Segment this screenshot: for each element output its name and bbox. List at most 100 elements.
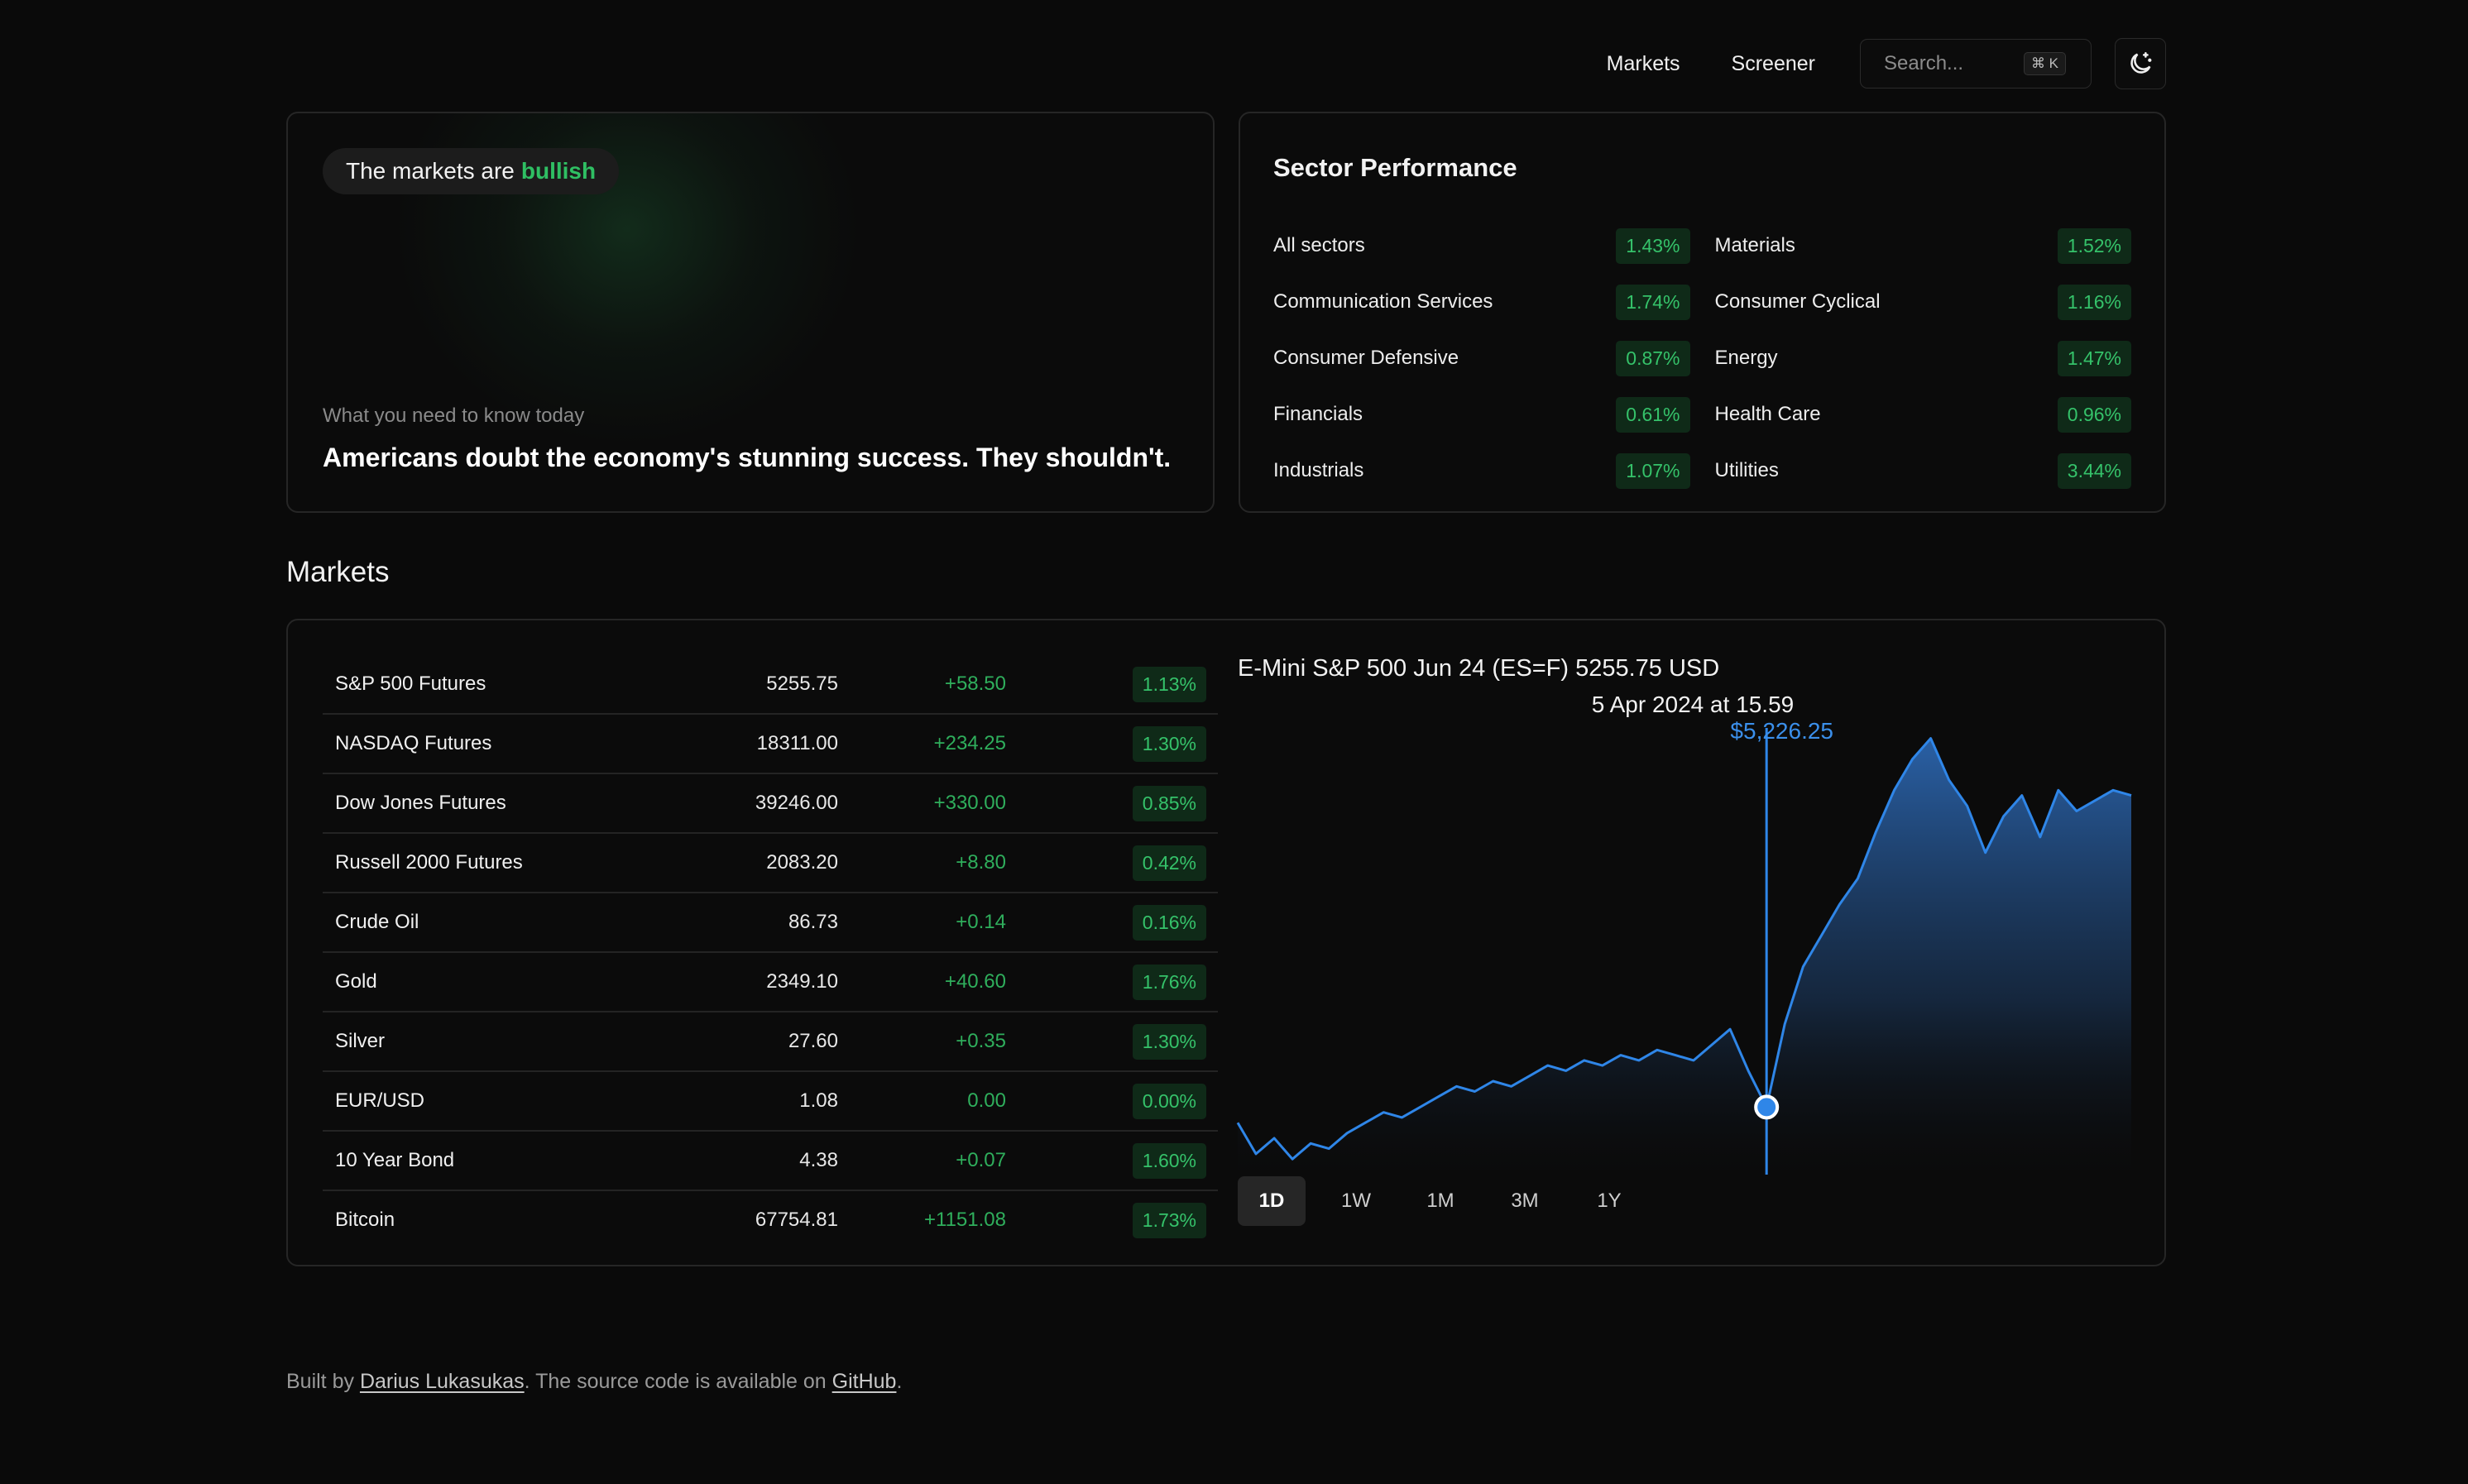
instrument-pct-badge: 1.60% bbox=[1132, 1142, 1206, 1179]
sector-name: Financials bbox=[1273, 403, 1363, 425]
sector-name: Industrials bbox=[1273, 459, 1364, 481]
table-row[interactable]: Silver 27.60 +0.35 1.30% bbox=[323, 1012, 1218, 1072]
instrument-change: +0.07 bbox=[956, 1149, 1006, 1171]
instrument-price: 2083.20 bbox=[766, 851, 838, 874]
moon-stars-icon bbox=[2130, 51, 2152, 74]
instrument-change: +1151.08 bbox=[924, 1209, 1006, 1231]
sector-row[interactable]: Health Care 0.96% bbox=[1715, 386, 2131, 443]
market-sentiment-pill: The markets are bullish bbox=[323, 148, 620, 194]
instrument-pct-badge: 0.42% bbox=[1132, 845, 1206, 881]
chart-hover-value: $5,226.25 bbox=[1730, 718, 1833, 744]
table-row[interactable]: Russell 2000 Futures 2083.20 +8.80 0.42% bbox=[323, 834, 1218, 893]
sector-pct-badge: 0.96% bbox=[2057, 396, 2131, 433]
search-placeholder: Search... bbox=[1884, 52, 1964, 74]
instrument-pct-badge: 1.13% bbox=[1132, 666, 1206, 702]
instrument-price: 2349.10 bbox=[766, 970, 838, 993]
news-card: The markets are bullish What you need to… bbox=[286, 112, 1215, 513]
instrument-pct-badge: 1.76% bbox=[1132, 964, 1206, 1000]
chart-hover-point[interactable] bbox=[1754, 1094, 1780, 1120]
sector-name: Consumer Defensive bbox=[1273, 347, 1459, 369]
table-row[interactable]: Bitcoin 67754.81 +1151.08 1.73% bbox=[323, 1191, 1218, 1249]
chart-title: E-Mini S&P 500 Jun 24 (ES=F) 5255.75 USD bbox=[1238, 655, 1720, 682]
sector-pct-badge: 1.74% bbox=[1616, 284, 1690, 320]
instrument-name: Bitcoin bbox=[335, 1209, 395, 1231]
instrument-name: S&P 500 Futures bbox=[335, 673, 486, 695]
instrument-name: NASDAQ Futures bbox=[335, 732, 492, 754]
sector-row[interactable]: Energy 1.47% bbox=[1714, 330, 2131, 386]
chart-hover-date: 5 Apr 2024 at 15.59 bbox=[1591, 692, 1795, 717]
instrument-name: 10 Year Bond bbox=[335, 1149, 455, 1171]
instrument-change: +0.35 bbox=[956, 1030, 1006, 1052]
sector-row[interactable]: Utilities 3.44% bbox=[1715, 443, 2131, 499]
range-tab-3m[interactable]: 3M bbox=[1511, 1190, 1539, 1212]
news-headline[interactable]: Americans doubt the economy's stunning s… bbox=[323, 443, 1172, 472]
markets-table: S&P 500 Futures 5255.75 +58.50 1.13% NAS… bbox=[323, 655, 1218, 1249]
instrument-name: Gold bbox=[335, 970, 377, 993]
instrument-price: 5255.75 bbox=[766, 673, 838, 695]
table-row[interactable]: EUR/USD 1.08 0.00 0.00% bbox=[323, 1072, 1218, 1132]
sector-row[interactable]: Materials 1.52% bbox=[1715, 218, 2131, 274]
table-row[interactable]: Crude Oil 86.73 +0.14 0.16% bbox=[323, 893, 1218, 953]
sector-row[interactable]: Industrials 1.07% bbox=[1273, 443, 1690, 499]
sentiment-word: bullish bbox=[520, 158, 597, 184]
instrument-change: 0.00 bbox=[967, 1089, 1006, 1112]
instrument-price: 86.73 bbox=[788, 911, 838, 933]
sector-name: Energy bbox=[1714, 347, 1778, 369]
price-chart: E-Mini S&P 500 Jun 24 (ES=F) 5255.75 USD… bbox=[1236, 645, 2132, 1241]
sector-name: All sectors bbox=[1273, 234, 1365, 256]
chart-area-fill bbox=[1238, 738, 2131, 1175]
instrument-price: 39246.00 bbox=[755, 792, 838, 814]
instrument-change: +330.00 bbox=[933, 792, 1006, 814]
sector-row[interactable]: All sectors 1.43% bbox=[1273, 218, 1690, 274]
sector-pct-badge: 0.61% bbox=[1616, 396, 1690, 433]
instrument-price: 18311.00 bbox=[756, 732, 838, 754]
instrument-name: Silver bbox=[335, 1030, 386, 1052]
instrument-name: Russell 2000 Futures bbox=[335, 851, 523, 874]
theme-toggle-button[interactable] bbox=[2115, 38, 2166, 89]
sector-list: All sectors 1.43% Materials 1.52% Commun… bbox=[1273, 218, 2131, 499]
instrument-change: +58.50 bbox=[944, 673, 1006, 695]
table-row[interactable]: Dow Jones Futures 39246.00 +330.00 0.85% bbox=[323, 774, 1218, 834]
instrument-price: 67754.81 bbox=[755, 1209, 838, 1231]
sector-row[interactable]: Consumer Cyclical 1.16% bbox=[1714, 274, 2131, 330]
instrument-name: Dow Jones Futures bbox=[335, 792, 506, 814]
range-tab-1y[interactable]: 1Y bbox=[1597, 1190, 1622, 1212]
news-label: What you need to know today bbox=[323, 405, 585, 427]
author-link[interactable]: Darius Lukasukas bbox=[359, 1370, 525, 1393]
instrument-pct-badge: 0.00% bbox=[1132, 1083, 1206, 1119]
sector-pct-badge: 1.47% bbox=[2057, 340, 2131, 376]
search-input[interactable]: Search... ⌘ K bbox=[1860, 39, 2092, 89]
footer-prefix: Built by bbox=[286, 1370, 354, 1393]
sector-row[interactable]: Communication Services 1.74% bbox=[1273, 274, 1690, 330]
instrument-pct-badge: 1.30% bbox=[1132, 1023, 1206, 1060]
table-row[interactable]: S&P 500 Futures 5255.75 +58.50 1.13% bbox=[323, 655, 1218, 715]
sector-performance-title: Sector Performance bbox=[1273, 153, 1517, 182]
top-nav: Markets Screener Search... ⌘ K bbox=[1607, 38, 2166, 89]
table-row[interactable]: 10 Year Bond 4.38 +0.07 1.60% bbox=[323, 1132, 1218, 1191]
search-shortcut-badge: ⌘ K bbox=[2023, 52, 2066, 75]
instrument-pct-badge: 1.73% bbox=[1132, 1202, 1206, 1238]
chart-area[interactable] bbox=[1236, 728, 2132, 1175]
instrument-price: 4.38 bbox=[799, 1149, 838, 1171]
sector-name: Consumer Cyclical bbox=[1714, 290, 1881, 313]
table-row[interactable]: Gold 2349.10 +40.60 1.76% bbox=[323, 953, 1218, 1012]
sector-pct-badge: 1.07% bbox=[1616, 452, 1690, 489]
table-row[interactable]: NASDAQ Futures 18311.00 +234.25 1.30% bbox=[323, 715, 1218, 774]
sector-name: Communication Services bbox=[1273, 290, 1493, 313]
instrument-price: 1.08 bbox=[799, 1089, 838, 1112]
sector-row[interactable]: Consumer Defensive 0.87% bbox=[1273, 330, 1690, 386]
instrument-change: +0.14 bbox=[956, 911, 1006, 933]
range-tab-1d[interactable]: 1D bbox=[1238, 1176, 1306, 1226]
instrument-pct-badge: 1.30% bbox=[1132, 725, 1206, 762]
markets-section-title: Markets bbox=[286, 556, 390, 588]
instrument-price: 27.60 bbox=[788, 1030, 838, 1052]
sector-row[interactable]: Financials 0.61% bbox=[1273, 386, 1690, 443]
range-tab-1w[interactable]: 1W bbox=[1341, 1190, 1371, 1212]
sector-pct-badge: 1.43% bbox=[1616, 227, 1690, 264]
range-tab-1m[interactable]: 1M bbox=[1426, 1190, 1454, 1212]
footer-suffix: . bbox=[896, 1370, 903, 1393]
nav-link-screener[interactable]: Screener bbox=[1731, 51, 1815, 75]
github-link[interactable]: GitHub bbox=[831, 1370, 897, 1393]
footer: Built by Darius Lukasukas. The source co… bbox=[286, 1370, 902, 1394]
nav-link-markets[interactable]: Markets bbox=[1606, 51, 1680, 75]
